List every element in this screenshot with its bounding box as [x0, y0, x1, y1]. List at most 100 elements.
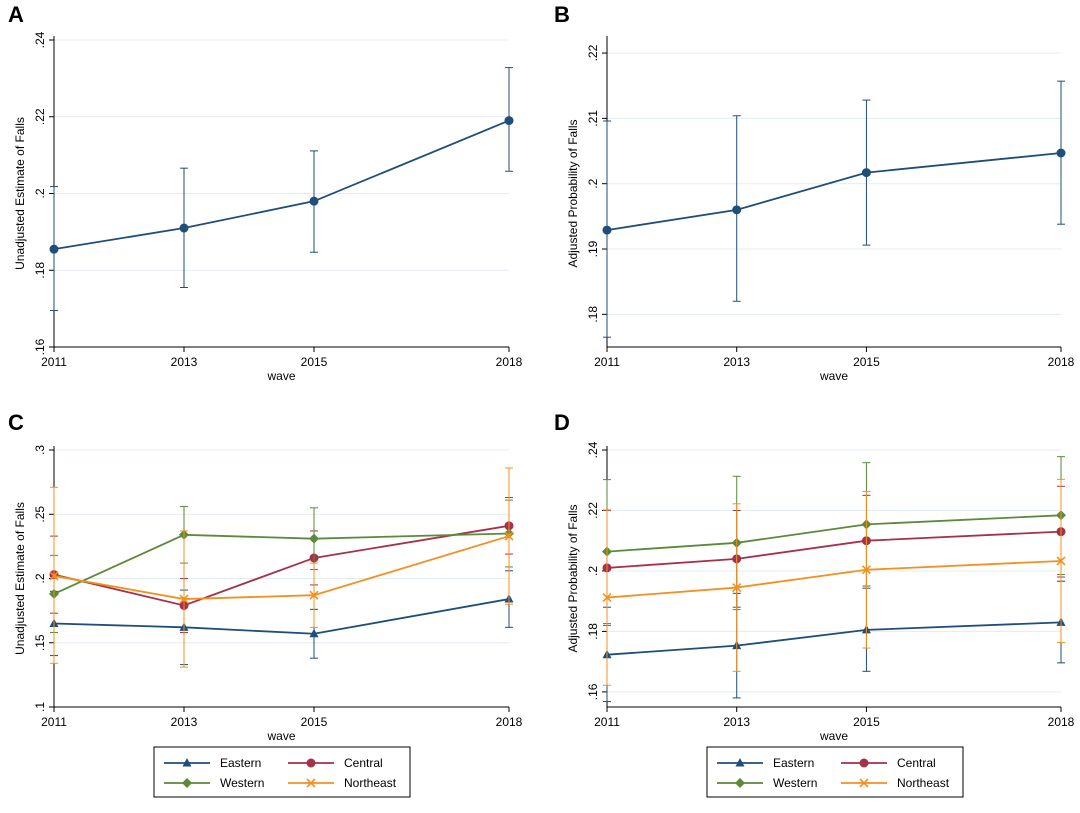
x-axis-title: wave	[266, 369, 295, 383]
y-tick-label: .22	[586, 44, 600, 61]
chart-panel-d: .16 .18 .2 .22 .24 2011 2013 2015 2018 wave Adjust…	[566, 441, 1075, 798]
legend-marker	[306, 758, 316, 768]
legend-item-eastern: Eastern	[717, 756, 814, 770]
legend-item-northeast: Northeast	[841, 776, 950, 790]
series-eastern	[49, 570, 514, 666]
data-point	[602, 592, 612, 603]
legend-item-central: Central	[841, 756, 936, 770]
legend-marker	[306, 778, 316, 788]
y-tick-label: .24	[33, 31, 47, 48]
legend-label: Eastern	[220, 756, 261, 770]
series-line	[53, 119, 510, 251]
panel-letter-d: D	[554, 410, 570, 435]
data-point	[49, 244, 59, 254]
y-axis-title: Adjusted Probability of Falls	[566, 504, 580, 652]
legend-label: Northeast	[344, 776, 397, 790]
y-tick-label: .22	[586, 502, 600, 519]
data-point	[309, 533, 319, 544]
legend-item-central: Central	[288, 756, 383, 770]
legend-marker	[735, 758, 745, 767]
y-tick-label: .3	[33, 445, 47, 455]
legend-marker	[735, 778, 745, 788]
data-point	[309, 628, 319, 638]
x-tick-label: 2018	[1048, 355, 1075, 369]
data-point	[861, 168, 871, 178]
data-point	[504, 531, 514, 541]
y-axis-title: Unadjusted Estimate of Falls	[13, 502, 27, 655]
series-0	[602, 80, 1066, 338]
y-axis-title: Unadjusted Estimate of Falls	[13, 117, 27, 270]
y-tick-label: .18	[586, 306, 600, 323]
chart-panel-b: .18 .19 .2 .21 .22 2011 2013 2015 2018 wave Adjust…	[566, 36, 1075, 383]
panel-letter-c: C	[8, 410, 24, 435]
x-axis-title: wave	[819, 369, 848, 383]
legend: Eastern Central Western Northeast	[153, 746, 411, 798]
x-tick-label: 2011	[594, 715, 620, 729]
y-tick-label: .18	[33, 262, 47, 279]
series-western	[49, 499, 514, 633]
series-line	[53, 535, 510, 600]
chart-panel-a: .16 .18 .2 .22 .24 2011 2013 2015 2018 wave Unadju…	[13, 31, 523, 383]
legend-marker	[182, 758, 192, 767]
y-tick-label: .15	[33, 634, 47, 651]
x-tick-label: 2011	[41, 715, 67, 729]
y-tick-label: .16	[586, 683, 600, 700]
data-point	[309, 590, 319, 600]
x-tick-label: 2013	[723, 355, 750, 369]
legend-label: Northeast	[897, 776, 950, 790]
legend-marker	[859, 758, 869, 768]
x-tick-label: 2015	[301, 715, 328, 729]
x-axis-title: wave	[819, 729, 848, 743]
legend-marker	[859, 778, 869, 788]
data-point	[49, 571, 59, 581]
y-tick-label: .21	[586, 110, 600, 127]
data-point	[1056, 148, 1066, 158]
y-tick-label: .1	[33, 702, 47, 712]
legend-item-eastern: Eastern	[164, 756, 261, 770]
series-line	[606, 152, 1062, 231]
series-line	[606, 621, 1062, 656]
panel-letter-b: B	[554, 2, 570, 27]
y-tick-label: .2	[33, 188, 47, 198]
series-line	[606, 530, 1062, 569]
panel-letter-a: A	[8, 2, 24, 27]
x-tick-label: 2018	[1048, 715, 1075, 729]
legend-label: Central	[897, 756, 936, 770]
x-tick-label: 2011	[594, 355, 620, 369]
y-axis-title: Adjusted Probability of Falls	[566, 119, 580, 267]
x-tick-label: 2013	[723, 715, 750, 729]
y-tick-label: .25	[33, 506, 47, 523]
y-tick-label: .18	[586, 623, 600, 640]
series-line	[53, 532, 510, 595]
series-line	[53, 524, 510, 607]
y-tick-label: .2	[33, 573, 47, 583]
x-tick-label: 2015	[301, 355, 328, 369]
data-point	[861, 565, 871, 575]
y-tick-label: .22	[33, 108, 47, 125]
data-point	[179, 223, 189, 233]
legend-item-western: Western	[717, 776, 817, 790]
x-tick-label: 2015	[853, 715, 880, 729]
legend-label: Eastern	[773, 756, 814, 770]
chart-panel-c: .1 .15 .2 .25 .3 2011 2013 2015 2018 wave Unadjust…	[13, 445, 523, 798]
data-point	[309, 196, 319, 206]
series-0	[49, 67, 514, 312]
y-tick-label: .19	[586, 240, 600, 257]
data-point	[732, 205, 742, 215]
y-tick-label: .2	[586, 178, 600, 188]
x-tick-label: 2018	[496, 715, 523, 729]
data-point	[179, 594, 189, 604]
series-line	[606, 560, 1062, 599]
series-line	[606, 514, 1062, 553]
x-tick-label: 2011	[41, 355, 67, 369]
legend-label: Central	[344, 756, 383, 770]
x-tick-label: 2018	[496, 355, 523, 369]
series-eastern	[602, 580, 1066, 703]
legend-box	[706, 746, 964, 798]
series-northeast	[602, 478, 1066, 686]
series-western	[602, 456, 1066, 625]
data-point	[1056, 556, 1066, 566]
x-tick-label: 2013	[171, 355, 198, 369]
data-point	[732, 583, 742, 593]
